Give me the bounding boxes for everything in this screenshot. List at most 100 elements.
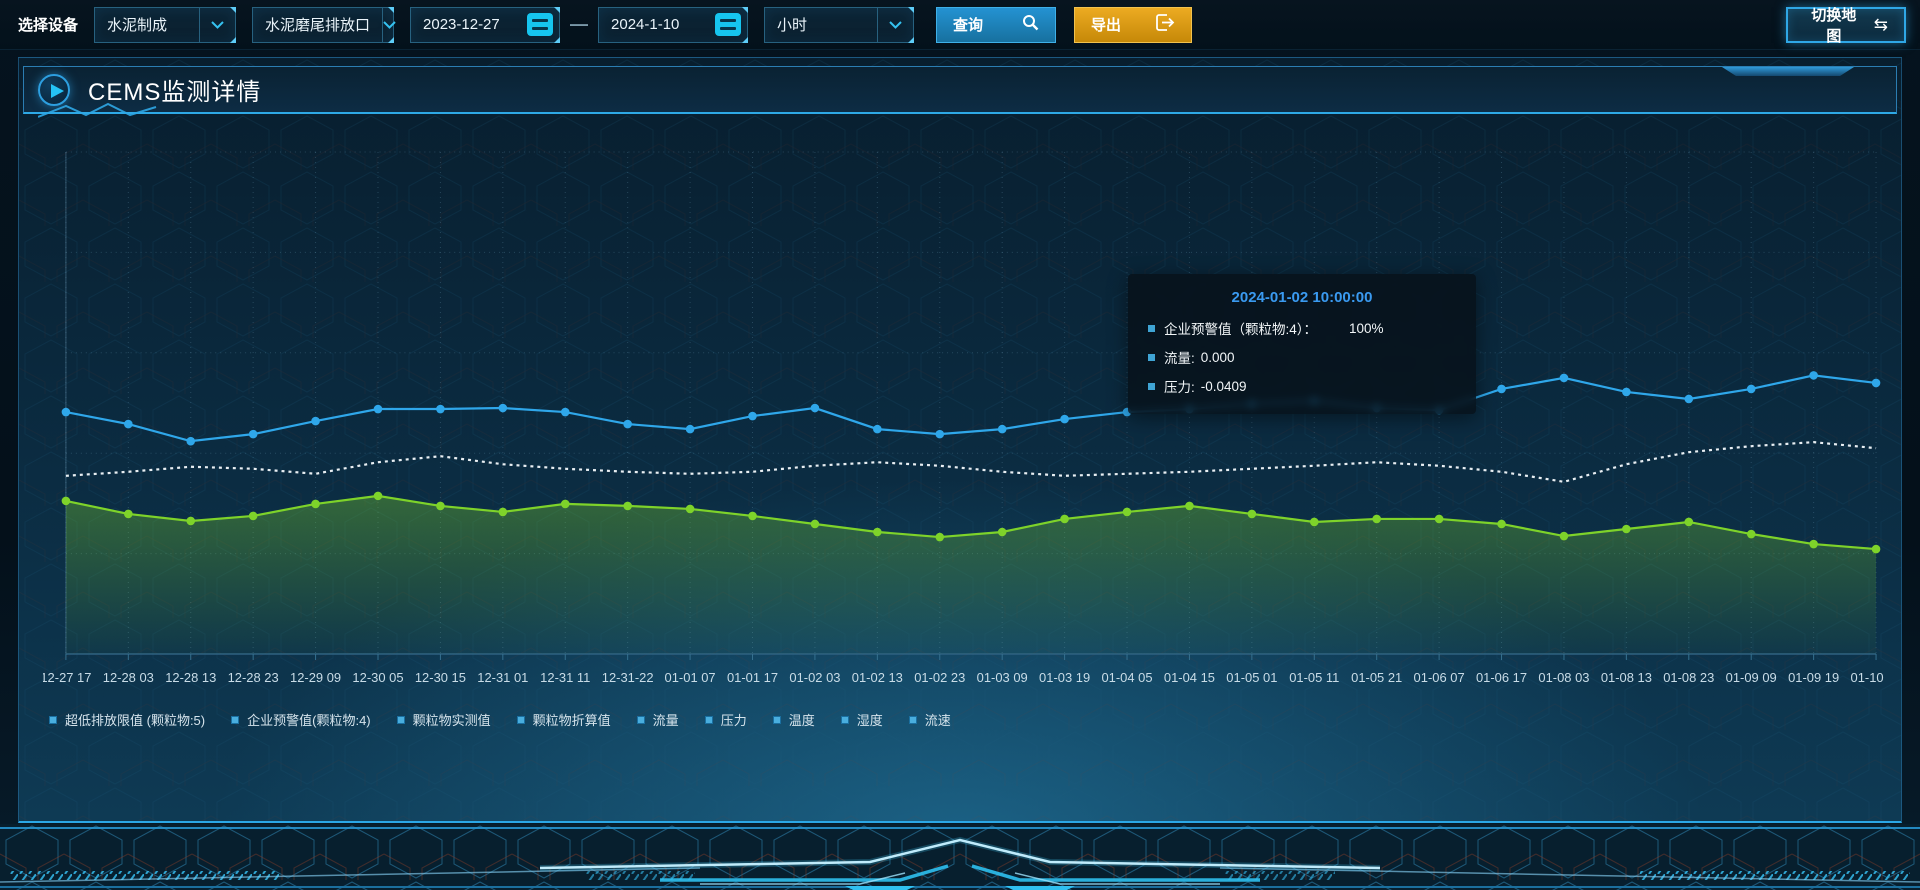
chevron-down-icon[interactable]: [199, 7, 235, 42]
header-accent-decoration: [1722, 67, 1854, 76]
start-date-input[interactable]: 2023-12-27: [410, 6, 561, 43]
legend-item[interactable]: 湿度: [840, 710, 883, 729]
legend-item[interactable]: 温度: [772, 710, 815, 729]
series-point: [1809, 539, 1818, 549]
series-point: [373, 491, 383, 501]
legend-item[interactable]: 颗粒物实测值: [396, 710, 491, 729]
switch-map-button[interactable]: 切换地图 ⇆: [1786, 6, 1906, 45]
series-point: [1060, 414, 1069, 424]
query-button[interactable]: 查询: [936, 6, 1057, 43]
legend-label: 湿度: [856, 713, 883, 728]
tooltip-row-value: 100%: [1349, 320, 1384, 336]
tooltip-marker-icon: [1148, 382, 1155, 390]
series-point: [1497, 384, 1506, 394]
query-button-label: 查询: [953, 17, 984, 34]
x-axis-label: 01-05 21: [1351, 670, 1402, 685]
export-button-label: 导出: [1091, 17, 1122, 34]
series-point: [1622, 524, 1631, 534]
x-axis-label: 01-10 05: [1851, 670, 1887, 685]
legend-label: 企业预警值(颗粒物:4): [247, 713, 371, 728]
legend-marker-icon: [396, 715, 405, 724]
series-point: [248, 429, 258, 439]
series-point: [1372, 514, 1381, 524]
series-point: [935, 532, 945, 542]
legend-item[interactable]: 企业预警值(颗粒物:4): [231, 710, 371, 729]
tooltip-row: 企业预警值（颗粒物:4）： 100%: [1148, 318, 1456, 338]
tooltip-row-value: -0.0409: [1200, 378, 1247, 394]
legend-label: 流速: [924, 713, 951, 728]
calendar-icon[interactable]: [527, 13, 554, 36]
device-select-value: 水泥制成: [107, 17, 168, 34]
series-point: [623, 419, 632, 429]
x-axis-label: 01-03 09: [977, 670, 1028, 685]
export-button[interactable]: 导出: [1074, 6, 1193, 43]
x-axis-label: 12-28 23: [228, 670, 279, 685]
play-icon: [38, 73, 70, 106]
interval-select-value: 小时: [777, 17, 808, 34]
calendar-icon[interactable]: [715, 13, 742, 36]
series-point: [1309, 517, 1319, 527]
series-point: [560, 407, 570, 417]
device-select[interactable]: 水泥制成: [94, 6, 237, 43]
x-axis-label: 01-04 15: [1164, 670, 1215, 685]
export-icon: [1156, 14, 1175, 35]
x-axis-label: 01-05 01: [1226, 670, 1277, 685]
series-point: [373, 404, 383, 414]
series-point: [1434, 514, 1444, 524]
series-point: [186, 516, 196, 526]
series-point: [1684, 394, 1694, 404]
series-point: [1746, 529, 1756, 539]
legend-item[interactable]: 超低排放限值 (颗粒物:5): [49, 710, 205, 729]
legend-label: 流量: [652, 713, 679, 728]
chart-tooltip: 2024-01-02 10:00:00 企业预警值（颗粒物:4）： 100% 流量:…: [1128, 274, 1476, 414]
series-point: [935, 429, 945, 439]
chevron-down-icon[interactable]: [382, 7, 396, 42]
x-axis-label: 01-01 07: [665, 670, 716, 685]
cems-chart[interactable]: 12-27 17 12-28 03 12-28 13 12-28 23 12-29 09…: [43, 122, 1887, 702]
legend-item[interactable]: 流量: [636, 710, 679, 729]
x-axis-label: 01-02 13: [852, 670, 903, 685]
header-zigzag-decoration: [38, 102, 157, 118]
tooltip-row: 压力: -0.0409: [1148, 376, 1456, 396]
device-select-label: 选择设备: [18, 17, 79, 34]
legend-item[interactable]: 压力: [704, 710, 747, 729]
series-point: [498, 507, 508, 517]
legend-item[interactable]: 流速: [908, 710, 951, 729]
x-axis-label: 01-03 19: [1039, 670, 1090, 685]
legend-item[interactable]: 颗粒物折算值: [516, 710, 611, 729]
series-point: [1060, 514, 1069, 524]
x-axis-label: 12-27 17: [43, 670, 91, 685]
outlet-select[interactable]: 水泥磨尾排放口: [252, 6, 396, 43]
x-axis-label: 01-06 17: [1476, 670, 1527, 685]
x-axis-label: 12-29 09: [290, 670, 341, 685]
series-point: [1497, 519, 1506, 529]
series-point: [1622, 387, 1631, 397]
interval-select[interactable]: 小时: [764, 6, 915, 43]
tooltip-row: 流量: 0.000: [1148, 347, 1456, 367]
legend-marker-icon: [49, 715, 57, 724]
outlet-select-value: 水泥磨尾排放口: [265, 17, 371, 34]
footer-decoration: [0, 824, 1920, 890]
x-axis-label: 12-31 11: [540, 670, 590, 685]
series-area-2: [65, 495, 1877, 654]
tooltip-row-label: 流量:: [1164, 351, 1195, 366]
series-point: [1122, 507, 1132, 517]
legend-marker-icon: [704, 715, 713, 724]
series-point: [810, 519, 820, 529]
series-point: [623, 501, 632, 511]
legend-marker-icon: [840, 715, 849, 724]
toolbar: 选择设备 水泥制成 水泥磨尾排放口 2023-12-27 — 2024-1-10…: [0, 0, 1920, 50]
legend-label: 颗粒物实测值: [412, 713, 491, 728]
legend-label: 压力: [720, 713, 747, 728]
chart-canvas[interactable]: 12-27 17 12-28 03 12-28 13 12-28 23 12-29 09…: [43, 122, 1887, 702]
x-axis-label: 12-28 13: [165, 670, 216, 685]
x-axis-label: 01-02 03: [789, 670, 840, 685]
series-point: [436, 404, 445, 414]
legend-label: 超低排放限值 (颗粒物:5): [65, 713, 206, 728]
series-point: [1559, 373, 1569, 383]
chevron-down-icon[interactable]: [877, 7, 913, 42]
swap-arrows-icon: ⇆: [1873, 14, 1888, 34]
legend-marker-icon: [636, 715, 645, 724]
end-date-input[interactable]: 2024-1-10: [598, 6, 749, 43]
